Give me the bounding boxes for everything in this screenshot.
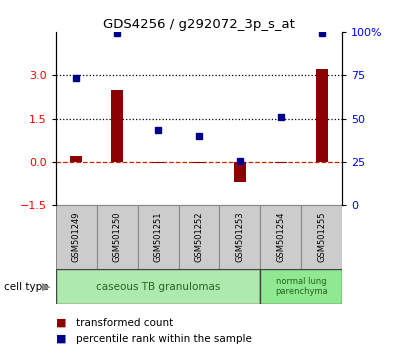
Bar	[56, 205, 97, 269]
Bar	[56, 269, 260, 304]
Text: GSM501251: GSM501251	[154, 212, 162, 262]
Text: transformed count: transformed count	[76, 318, 173, 328]
Text: GSM501254: GSM501254	[276, 212, 285, 262]
Bar	[275, 162, 287, 164]
Text: normal lung
parenchyma: normal lung parenchyma	[275, 277, 328, 296]
Bar	[111, 90, 123, 162]
Title: GDS4256 / g292072_3p_s_at: GDS4256 / g292072_3p_s_at	[103, 18, 295, 31]
Bar	[152, 162, 164, 164]
Text: caseous TB granulomas: caseous TB granulomas	[96, 282, 220, 292]
Text: cell type: cell type	[4, 282, 49, 292]
Text: GSM501250: GSM501250	[113, 212, 122, 262]
Bar	[234, 162, 246, 182]
Bar	[260, 205, 301, 269]
Text: GSM501253: GSM501253	[236, 212, 244, 263]
Bar	[138, 205, 179, 269]
Text: GSM501249: GSM501249	[72, 212, 81, 262]
Bar	[70, 156, 82, 162]
Bar	[301, 205, 342, 269]
Bar	[316, 69, 328, 162]
Bar	[97, 205, 138, 269]
Text: percentile rank within the sample: percentile rank within the sample	[76, 334, 252, 344]
Bar	[260, 269, 342, 304]
Bar	[219, 205, 260, 269]
Text: ■: ■	[56, 334, 66, 344]
Text: GSM501252: GSM501252	[195, 212, 203, 262]
Bar	[193, 162, 205, 164]
Text: ■: ■	[56, 318, 66, 328]
Bar	[179, 205, 219, 269]
Text: ▶: ▶	[42, 282, 50, 292]
Text: GSM501255: GSM501255	[317, 212, 326, 262]
